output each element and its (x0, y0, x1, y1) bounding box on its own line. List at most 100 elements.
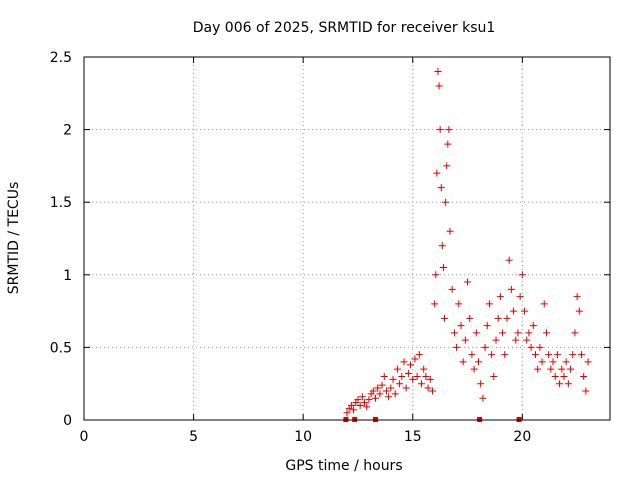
data-point (369, 387, 377, 395)
data-point (496, 293, 504, 301)
data-point (573, 293, 581, 301)
data-point (400, 358, 408, 366)
data-point (389, 375, 397, 383)
data-point (363, 403, 371, 411)
x-tick-label: 10 (294, 429, 312, 445)
data-point (443, 162, 451, 170)
data-point (470, 365, 478, 373)
data-point (560, 372, 568, 380)
data-point (505, 256, 513, 264)
data-point (562, 358, 570, 366)
data-point (531, 351, 539, 359)
tick-labels: 0 5 10 15 20 0 0.5 1 1.5 2 2.5 (50, 50, 532, 445)
data-point (434, 68, 442, 76)
data-point (426, 375, 434, 383)
data-point (435, 82, 443, 90)
data-point (582, 387, 590, 395)
y-tick-label: 0.5 (50, 340, 72, 356)
data-point (494, 314, 502, 322)
data-point (540, 300, 548, 308)
data-point (404, 370, 412, 378)
data-point (455, 300, 463, 308)
chart-title: Day 006 of 2025, SRMTID for receiver ksu… (193, 20, 496, 36)
data-point (525, 329, 533, 337)
plot-frame (83, 56, 611, 421)
y-tick-label: 1.5 (50, 195, 72, 211)
data-point (437, 184, 445, 192)
data-point (433, 169, 441, 177)
data-point (499, 329, 507, 337)
data-point (564, 380, 572, 388)
data-point (523, 336, 531, 344)
data-point (444, 140, 452, 148)
data-point (479, 394, 487, 402)
data-point (420, 365, 428, 373)
data-point (575, 307, 583, 315)
data-point (569, 351, 577, 359)
data-point (446, 227, 454, 235)
data-point (472, 329, 480, 337)
data-point (481, 343, 489, 351)
data-point (468, 351, 476, 359)
y-tick-label: 2 (63, 123, 72, 139)
data-point (385, 393, 393, 401)
data-point (461, 336, 469, 344)
data-point (534, 365, 542, 373)
data-point (475, 358, 482, 366)
data-point (418, 380, 426, 388)
data-point (580, 372, 588, 380)
data-point (551, 372, 559, 380)
data-point (354, 396, 362, 404)
data-point (371, 394, 379, 402)
x-tick-label: 0 (80, 429, 89, 445)
data-point (350, 406, 358, 414)
data-point (378, 381, 386, 389)
data-point (501, 351, 509, 359)
data-point (356, 401, 364, 409)
data-point (448, 285, 456, 293)
data-point (547, 365, 555, 373)
data-point (492, 336, 500, 344)
data-point (424, 384, 432, 392)
data-point (542, 329, 550, 337)
data-point (376, 390, 384, 398)
data-point (490, 372, 498, 380)
data-point (396, 380, 404, 388)
data-point (578, 351, 586, 359)
grid-lines (84, 57, 610, 420)
data-point (442, 198, 450, 206)
data-point (374, 384, 382, 392)
data-point (556, 380, 564, 388)
data-point (365, 396, 373, 404)
data-point (553, 351, 561, 359)
data-point (483, 322, 491, 330)
data-point (507, 285, 515, 293)
data-point (439, 264, 447, 272)
x-tick-label: 15 (404, 429, 422, 445)
x-axis-label: GPS time / hours (285, 458, 402, 474)
data-point (436, 126, 444, 134)
data-point (512, 336, 520, 344)
data-point (361, 399, 369, 407)
data-point (358, 393, 366, 401)
data-point (393, 365, 401, 373)
data-point (466, 314, 474, 322)
data-point (516, 293, 524, 301)
data-point (549, 358, 557, 366)
x-tick-label: 5 (189, 429, 198, 445)
data-point (438, 242, 446, 250)
data-point (398, 372, 406, 380)
data-point (488, 351, 496, 359)
data-point (571, 329, 579, 337)
data-point (453, 343, 461, 351)
data-point (413, 372, 421, 380)
data-point (545, 351, 553, 359)
y-tick-label: 2.5 (50, 50, 72, 66)
data-point (380, 372, 388, 380)
data-point (477, 380, 485, 388)
data-point (431, 300, 439, 308)
data-point (391, 390, 399, 398)
data-point (409, 375, 417, 383)
data-point (387, 384, 395, 392)
